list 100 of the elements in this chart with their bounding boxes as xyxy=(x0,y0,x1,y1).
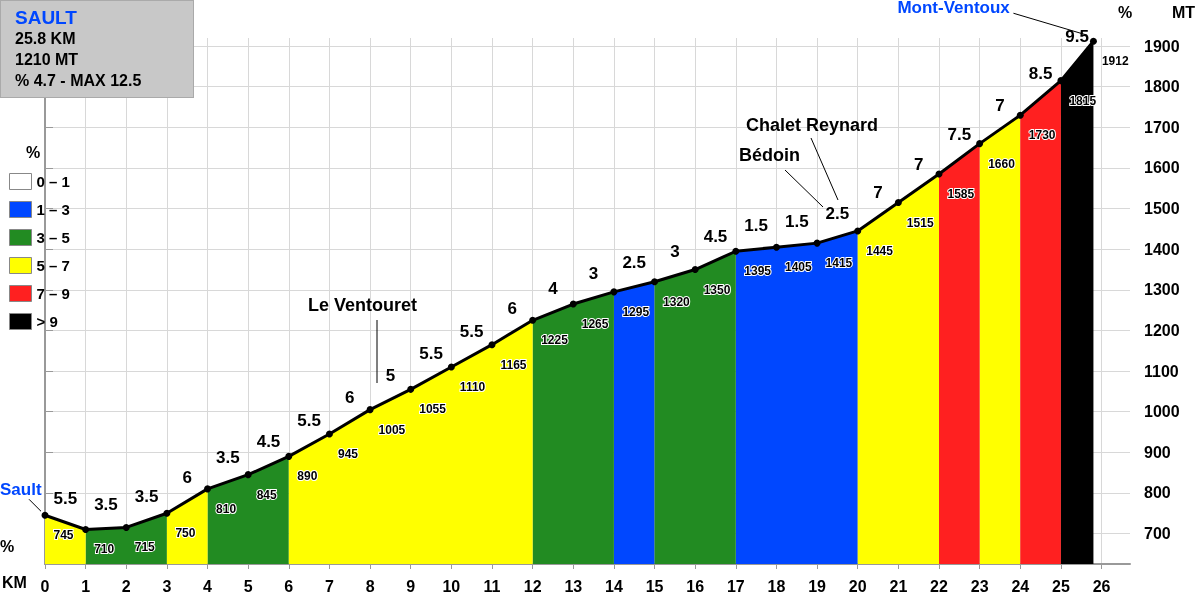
legend-label: 0 – 1 xyxy=(36,173,70,190)
data-label: 1055 xyxy=(419,402,447,417)
data-label: 745 xyxy=(53,528,74,543)
x-tick-label: 4 xyxy=(203,577,213,594)
annotation: 5 xyxy=(385,366,396,385)
chart-title: SAULT xyxy=(15,7,78,28)
y-tick-label: 1600 xyxy=(1144,159,1180,177)
x-tick-label: 14 xyxy=(605,577,623,594)
x-tick-label: 1 xyxy=(81,577,91,594)
data-label: 750 xyxy=(175,526,196,541)
data-label: 1165 xyxy=(500,357,527,372)
annotation: 2.5 xyxy=(622,253,647,273)
annotation: Chalet Reynard xyxy=(746,115,879,135)
annotation: 3.5 xyxy=(134,486,159,506)
data-label: 1225 xyxy=(541,333,569,348)
annotation: Mont-Ventoux xyxy=(897,0,1011,18)
annotation: 6 xyxy=(345,388,355,408)
data-label: 845 xyxy=(256,487,278,502)
data-label: 1295 xyxy=(622,304,650,319)
annotation: 1.5 xyxy=(784,211,809,231)
x-tick-label: 18 xyxy=(767,577,786,594)
data-label: 1405 xyxy=(784,260,812,275)
y-tick-label: 1300 xyxy=(1144,281,1180,299)
text: % xyxy=(1118,3,1133,21)
x-axis-title: KM xyxy=(2,573,27,591)
x-tick-label: 11 xyxy=(483,577,501,594)
y-tick-label: 800 xyxy=(1144,484,1171,502)
x-tick-label: 10 xyxy=(442,577,461,594)
annotation: 2.5 xyxy=(825,203,850,223)
y-tick-label: 1900 xyxy=(1144,37,1180,55)
annotation: 7 xyxy=(995,95,1005,115)
text: % xyxy=(0,537,15,555)
y-tick-label: 1100 xyxy=(1144,362,1179,380)
annotation: 5.5 xyxy=(53,488,78,508)
legend-label: 5 – 7 xyxy=(36,257,70,274)
x-tick-label: 20 xyxy=(848,577,867,594)
annotation: 5.5 xyxy=(297,411,321,431)
annotation: 4.5 xyxy=(703,226,728,246)
legend-label: 1 – 3 xyxy=(36,201,70,218)
x-tick-label: 19 xyxy=(808,577,827,594)
x-tick-label: 5 xyxy=(243,577,253,594)
annotation: Bédoin xyxy=(739,145,800,165)
y-tick-label: 1000 xyxy=(1144,403,1180,421)
y-tick-label: 1700 xyxy=(1144,118,1180,136)
annotation: 6 xyxy=(182,467,192,487)
data-label: 1415 xyxy=(825,256,853,271)
x-tick-label: 21 xyxy=(889,577,908,594)
annotation: 5.5 xyxy=(419,344,443,364)
data-label: 715 xyxy=(134,540,156,555)
annotation: 7 xyxy=(913,154,924,174)
legend-label: > 9 xyxy=(36,313,58,330)
annotation: 3.5 xyxy=(216,448,240,468)
annotation: 3 xyxy=(670,242,680,262)
annotation: 1210 MT xyxy=(15,50,80,70)
legend-title: % xyxy=(26,144,41,162)
x-tick-label: 9 xyxy=(406,577,416,594)
x-tick-label: 25 xyxy=(1052,577,1070,594)
x-tick-label: 26 xyxy=(1092,577,1111,594)
y-tick-label: 1800 xyxy=(1144,78,1180,96)
y-axis-title: MT xyxy=(1171,3,1196,21)
x-tick-label: 7 xyxy=(325,577,334,594)
data-label: 1110 xyxy=(459,380,486,394)
x-tick-label: 0 xyxy=(40,577,50,594)
x-tick-label: 23 xyxy=(970,577,989,594)
x-tick-label: 13 xyxy=(564,577,583,594)
y-tick-label: 1200 xyxy=(1144,321,1180,339)
annotation: 7 xyxy=(873,183,883,203)
y-tick-label: 700 xyxy=(1144,525,1171,543)
data-label: 1005 xyxy=(378,422,406,437)
data-label: 1515 xyxy=(906,215,934,230)
x-tick-label: 17 xyxy=(726,577,745,594)
data-label: 1445 xyxy=(866,243,894,258)
x-tick-label: 16 xyxy=(686,577,705,594)
x-tick-label: 12 xyxy=(523,577,542,594)
data-label: 945 xyxy=(337,447,359,462)
data-label: 1730 xyxy=(1028,128,1056,143)
data-label: 1912 xyxy=(1101,54,1129,69)
annotation: Sault xyxy=(0,480,42,500)
data-label: 1320 xyxy=(663,294,691,309)
data-label: 1395 xyxy=(744,264,772,279)
x-tick-label: 8 xyxy=(365,577,375,594)
y-tick-label: 1400 xyxy=(1144,240,1180,258)
data-label: 1660 xyxy=(988,156,1016,171)
annotation: 3 xyxy=(588,264,599,284)
annotation: 25.8 KM xyxy=(15,29,77,49)
y-tick-label: 900 xyxy=(1144,443,1171,461)
data-label: 1585 xyxy=(947,187,975,202)
annotation: 3.5 xyxy=(94,494,118,514)
x-tick-label: 15 xyxy=(645,577,664,594)
annotation: 6 xyxy=(507,298,518,318)
x-tick-label: 3 xyxy=(162,577,172,594)
y-tick-label: 1500 xyxy=(1144,200,1180,218)
legend-label: 3 – 5 xyxy=(36,229,70,246)
data-label: 810 xyxy=(216,501,237,516)
x-tick-label: 24 xyxy=(1011,577,1030,594)
annotation: 5.5 xyxy=(459,322,484,342)
data-label: 890 xyxy=(297,469,318,484)
data-label: 1350 xyxy=(703,282,731,297)
x-tick-label: 2 xyxy=(121,577,131,594)
x-tick-label: 22 xyxy=(930,577,949,594)
